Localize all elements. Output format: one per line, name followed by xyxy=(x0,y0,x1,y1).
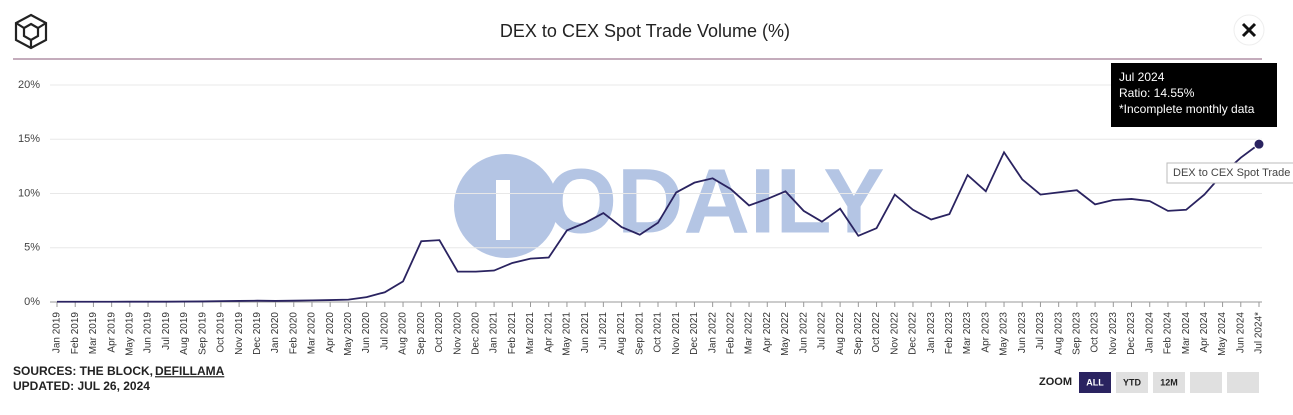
x-tick-label: Oct 2021 xyxy=(653,312,664,353)
x-tick-label: Feb 2022 xyxy=(725,312,736,355)
x-tick-label: Feb 2019 xyxy=(70,312,81,355)
x-tick-label: Apr 2019 xyxy=(106,312,117,353)
x-tick-label: May 2022 xyxy=(780,312,791,356)
zoom-button[interactable] xyxy=(1227,372,1259,393)
tooltip-line: *Incomplete monthly data xyxy=(1119,102,1255,116)
x-tick-label: Oct 2023 xyxy=(1090,312,1101,353)
y-tick-label: 20% xyxy=(18,79,40,91)
x-tick-label: Dec 2023 xyxy=(1126,312,1137,355)
x-tick-label: Oct 2019 xyxy=(216,312,227,353)
x-tick-label: May 2024 xyxy=(1217,312,1228,356)
x-tick-label: May 2021 xyxy=(562,312,573,356)
zoom-button[interactable]: YTD xyxy=(1116,372,1148,393)
x-tick-label: Mar 2022 xyxy=(744,312,755,355)
x-tick-label: Feb 2020 xyxy=(288,312,299,355)
zoom-button-label[interactable]: YTD xyxy=(1123,377,1142,387)
x-tick-label: Apr 2023 xyxy=(980,312,991,353)
x-tick-label: Jul 2023 xyxy=(1035,312,1046,350)
x-tick-label: Jun 2019 xyxy=(143,312,154,354)
tooltip-line: Ratio: 14.55% xyxy=(1119,86,1195,100)
watermark: ODAILY xyxy=(454,150,885,258)
x-tick-label: Feb 2023 xyxy=(944,312,955,355)
x-tick-label: Sep 2023 xyxy=(1072,312,1083,355)
x-tick-label: Sep 2020 xyxy=(416,312,427,355)
sources: SOURCES: THE BLOCK, xyxy=(13,364,153,378)
x-tick-label: Apr 2022 xyxy=(762,312,773,353)
x-tick-label: Jan 2022 xyxy=(707,312,718,354)
x-tick-label: Feb 2021 xyxy=(507,312,518,355)
x-tick-label: May 2020 xyxy=(343,312,354,356)
x-tick-label: Jul 2022 xyxy=(817,312,828,350)
zoom-label: ZOOM xyxy=(1039,376,1072,388)
y-tick-label: 10% xyxy=(18,187,40,199)
x-tick-label: Apr 2024 xyxy=(1199,312,1210,353)
x-tick-label: Dec 2019 xyxy=(252,312,263,355)
x-tick-label: Mar 2020 xyxy=(307,312,318,355)
x-tick-label: Sep 2022 xyxy=(853,312,864,355)
logo xyxy=(14,13,48,50)
x-tick-label: Aug 2022 xyxy=(835,312,846,355)
y-tick-label: 0% xyxy=(24,296,40,308)
x-tick-label: Mar 2021 xyxy=(525,312,536,355)
series-label: DEX to CEX Spot Trade xyxy=(1166,162,1293,184)
x-tick-label: Mar 2024 xyxy=(1181,312,1192,355)
x-tick-label: Nov 2022 xyxy=(889,312,900,355)
x-tick-label: May 2023 xyxy=(999,312,1010,356)
x-tick-label: Apr 2021 xyxy=(543,312,554,353)
x-tick-label: Mar 2023 xyxy=(962,312,973,355)
x-tick-label: May 2019 xyxy=(124,312,135,356)
x-tick-label: Sep 2019 xyxy=(197,312,208,355)
x-tick-label: Jul 2024* xyxy=(1254,312,1265,354)
x-tick-label: Jun 2020 xyxy=(361,312,372,354)
sources-link[interactable]: DEFILLAMA xyxy=(155,364,225,378)
zoom-button[interactable]: 12M xyxy=(1153,372,1185,393)
x-tick-label: Aug 2019 xyxy=(179,312,190,355)
close-button[interactable] xyxy=(1233,14,1265,46)
x-tick-label: Oct 2022 xyxy=(871,312,882,353)
x-tick-label: Jun 2023 xyxy=(1017,312,1028,354)
x-tick-label: Jun 2021 xyxy=(580,312,591,354)
series-line xyxy=(57,143,1260,303)
x-tick-label: Apr 2020 xyxy=(325,312,336,353)
x-tick-label: Aug 2021 xyxy=(616,312,627,355)
zoom-button[interactable] xyxy=(1190,372,1222,393)
tooltip-title: Jul 2024 xyxy=(1119,70,1165,84)
updated: UPDATED: JUL 26, 2024 xyxy=(13,379,150,393)
zoom-button-label[interactable]: ALL xyxy=(1086,377,1104,387)
x-tick-label: Dec 2021 xyxy=(689,312,700,355)
x-tick-label: Jun 2024 xyxy=(1235,312,1246,354)
x-tick-label: Jul 2020 xyxy=(379,312,390,350)
series-name: DEX to CEX Spot Trade xyxy=(1173,167,1290,179)
y-tick-label: 15% xyxy=(18,133,40,145)
zoom-button-label[interactable]: 12M xyxy=(1160,377,1178,387)
x-tick-label: Sep 2021 xyxy=(634,312,645,355)
y-tick-label: 5% xyxy=(24,242,40,254)
x-tick-label: Jun 2022 xyxy=(798,312,809,354)
x-tick-label: Nov 2021 xyxy=(671,312,682,355)
x-tick-label: Nov 2019 xyxy=(234,312,245,355)
zoom-button[interactable]: ALL xyxy=(1079,372,1111,393)
x-tick-label: Dec 2022 xyxy=(908,312,919,355)
x-tick-label: Jan 2020 xyxy=(270,312,281,354)
x-tick-label: Jan 2023 xyxy=(926,312,937,354)
x-tick-label: Aug 2023 xyxy=(1053,312,1064,355)
tooltip: Jul 2024 Ratio: 14.55% *Incomplete month… xyxy=(1111,63,1277,127)
x-tick-label: Jul 2019 xyxy=(161,312,172,350)
x-tick-label: Nov 2023 xyxy=(1108,312,1119,355)
watermark-text: ODAILY xyxy=(545,150,884,252)
x-tick-label: Jan 2021 xyxy=(489,312,500,354)
x-tick-label: Jan 2019 xyxy=(52,312,63,354)
x-tick-label: Feb 2024 xyxy=(1163,312,1174,355)
hover-point xyxy=(1253,138,1265,150)
x-tick-label: Dec 2020 xyxy=(471,312,482,355)
x-tick-label: Jul 2021 xyxy=(598,312,609,350)
x-tick-label: Oct 2020 xyxy=(434,312,445,353)
x-tick-label: Aug 2020 xyxy=(398,312,409,355)
x-tick-label: Jan 2024 xyxy=(1144,312,1155,354)
x-tick-label: Mar 2019 xyxy=(88,312,99,355)
chart-title: DEX to CEX Spot Trade Volume (%) xyxy=(500,21,790,41)
x-tick-label: Nov 2020 xyxy=(452,312,463,355)
